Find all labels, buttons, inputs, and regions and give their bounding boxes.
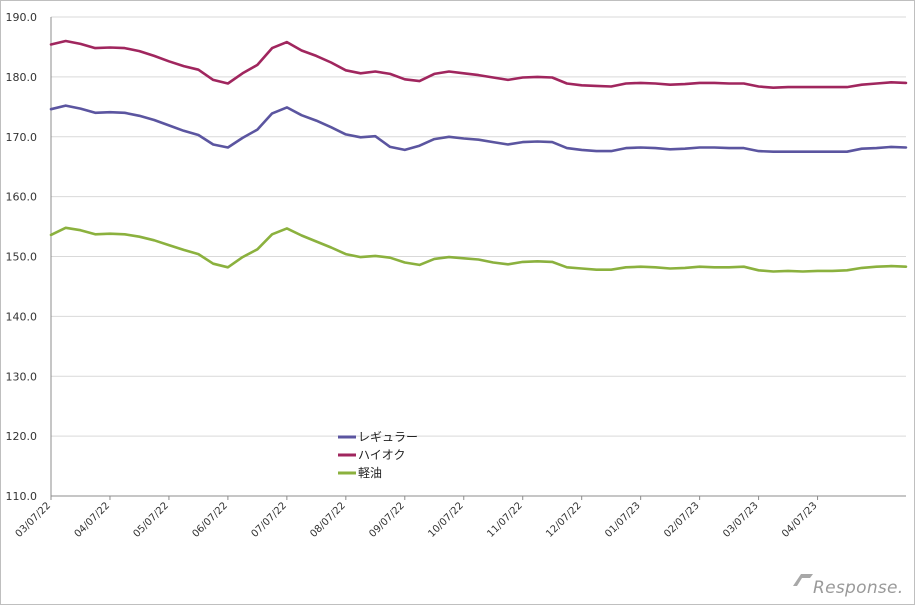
y-tick-label: 110.0 <box>6 490 38 503</box>
y-tick-label: 160.0 <box>6 191 38 204</box>
x-tick-label: 08/07/22 <box>308 500 348 540</box>
x-tick-label: 03/07/22 <box>14 500 54 540</box>
y-tick-label: 170.0 <box>6 131 38 144</box>
series-line-0 <box>49 104 908 153</box>
legend-label: 軽油 <box>358 466 382 480</box>
y-tick-label: 130.0 <box>6 370 38 383</box>
y-tick-label: 180.0 <box>6 71 38 84</box>
watermark-text: Response. <box>813 578 904 598</box>
x-tick-label: 11/07/22 <box>485 500 525 540</box>
x-tick-label: 12/07/22 <box>544 500 584 540</box>
y-tick-label: 140.0 <box>6 310 38 323</box>
y-axis-ticks: 110.0 120.0 130.0 140.0 150.0 160.0 170.0 180.0… <box>6 11 38 503</box>
y-tick-label: 150.0 <box>6 251 38 264</box>
x-tick-label: 01/07/23 <box>603 500 643 540</box>
x-tick-label: 09/07/22 <box>367 500 407 540</box>
x-tick-label: 10/07/22 <box>426 500 466 540</box>
x-tick-label: 04/07/23 <box>780 500 820 540</box>
x-tick-label: 05/07/22 <box>132 500 172 540</box>
x-axis-ticks: 03/07/22 04/07/22 05/07/22 06/07/22 07/07/22… <box>14 496 820 540</box>
x-tick-label: 02/07/23 <box>662 500 702 540</box>
gridlines <box>50 16 906 497</box>
series-lines <box>49 39 908 273</box>
legend-label: ハイオク <box>358 448 406 462</box>
series-line-1 <box>49 39 908 89</box>
y-tick-label: 120.0 <box>6 430 38 443</box>
x-tick-label: 04/07/22 <box>73 500 113 540</box>
x-tick-label: 03/07/23 <box>721 500 761 540</box>
response-logo: Response. <box>793 574 904 598</box>
x-tick-label: 06/07/22 <box>190 500 230 540</box>
y-tick-label: 190.0 <box>6 11 38 24</box>
x-tick-label: 07/07/22 <box>249 500 289 540</box>
series-line-2 <box>49 226 908 273</box>
legend-label: レギュラー <box>358 430 418 444</box>
